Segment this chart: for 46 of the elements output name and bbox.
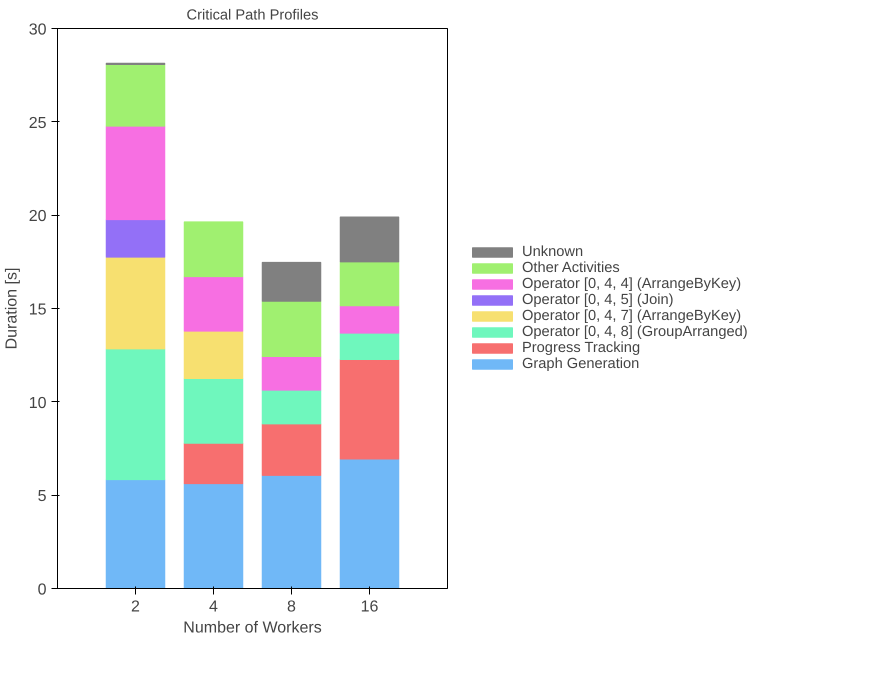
y-axis-title: Duration [s] [4,268,21,350]
bar [106,479,166,588]
x-tick-label: 4 [209,598,218,616]
bar [184,378,244,444]
bar [340,305,400,334]
legend-label: Unknown [522,244,584,260]
legend-label: Operator [0, 4, 7] (ArrangeByKey) [522,308,742,324]
bar [340,261,400,306]
y-tick-label: 10 [28,394,47,412]
y-tick-label: 25 [28,114,47,132]
legend-label: Operator [0, 4, 4] (ArrangeByKey) [522,276,742,292]
bar [184,483,244,588]
bar [106,219,166,258]
bar [262,474,322,588]
legend-label: Operator [0, 4, 5] (Join) [522,292,674,308]
y-tick-label: 5 [38,488,47,506]
bar [184,221,244,278]
y-tick-label: 0 [38,582,47,598]
bar [340,358,400,460]
legend-label: Graph Generation [522,356,640,372]
bar [106,348,166,480]
bar [184,330,244,379]
bar [184,276,244,332]
bar [184,442,244,484]
chart-title: Critical Path Profiles [186,8,318,24]
legend-label: Progress Tracking [522,340,640,356]
x-axis-title: Number of Workers [183,620,322,636]
x-tick-label: 2 [131,598,140,616]
bar [262,300,322,357]
bar [262,390,322,424]
bar [340,216,400,262]
bar [106,126,166,220]
y-tick-label: 15 [28,302,47,318]
legend-label: Operator [0, 4, 8] (GroupArranged) [522,324,748,340]
y-tick-label: 30 [28,22,47,38]
bar [340,332,400,360]
legend-label: Other Activities [522,260,620,276]
bar [340,458,400,588]
x-tick-label: 16 [360,598,378,616]
y-tick-label: 20 [28,208,47,226]
bar [262,423,322,476]
bar [262,356,322,391]
bar [106,64,166,127]
bar [262,262,322,302]
x-tick-label: 8 [287,598,296,616]
bar [106,256,166,350]
